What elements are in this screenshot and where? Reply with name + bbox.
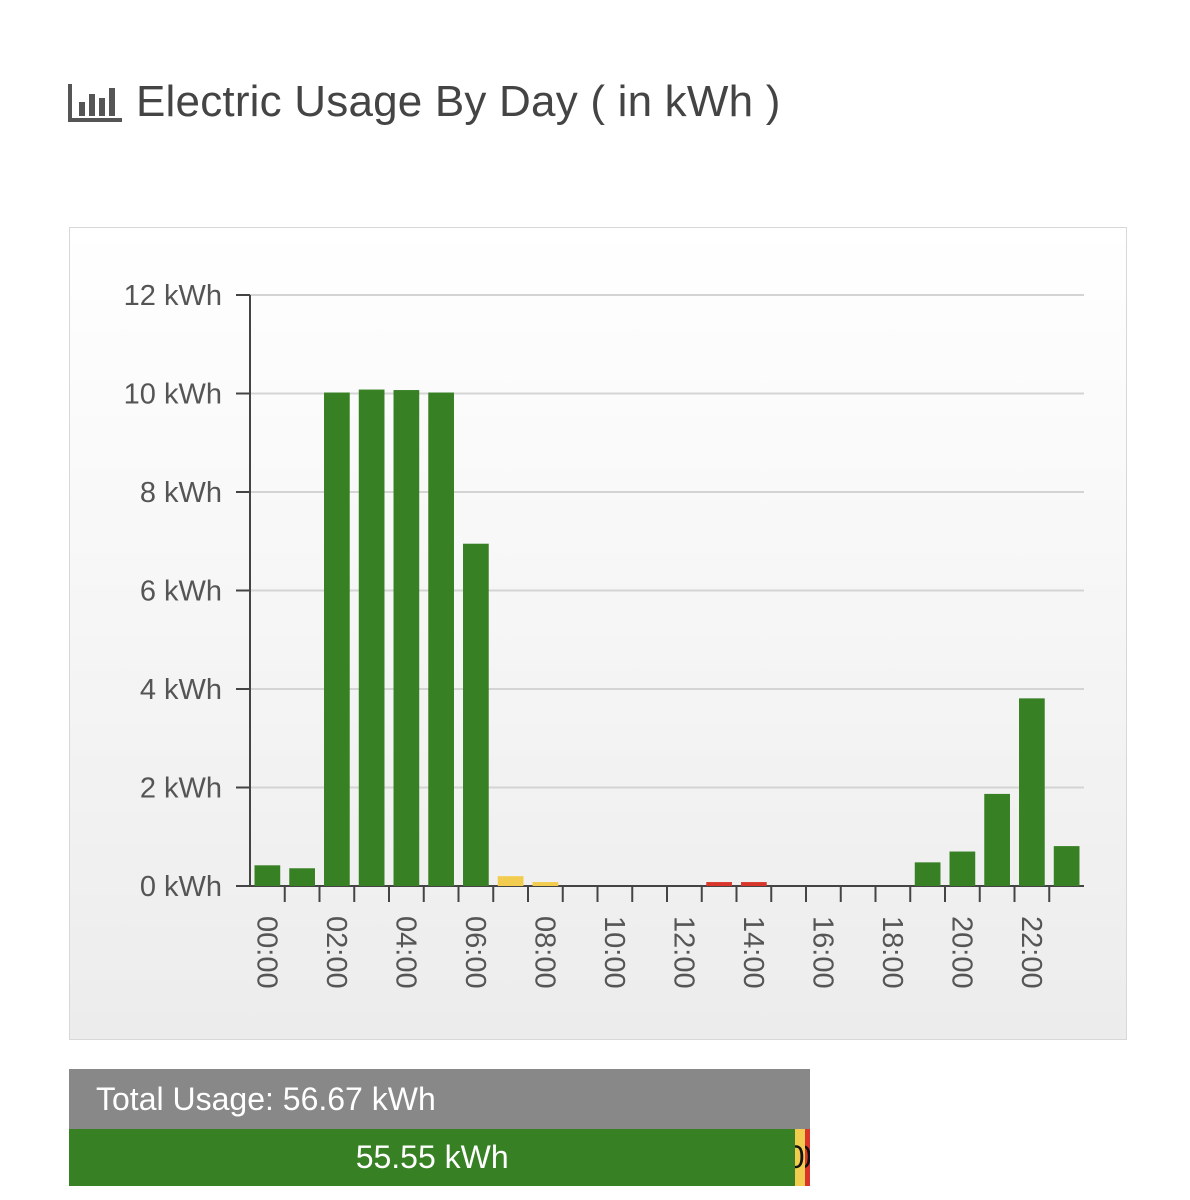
rate-segment: 55.55 kWh: [69, 1129, 795, 1186]
chart-header: Electric Usage By Day ( in kWh ): [66, 72, 781, 132]
bar-01:00: [289, 868, 315, 886]
bar-19:00: [915, 862, 941, 886]
x-tick-label: 14:00: [737, 916, 769, 989]
y-tick-label: 10 kWh: [124, 379, 222, 411]
bar-chart-icon: [66, 80, 124, 124]
y-tick-label: 0 kWh: [140, 871, 222, 903]
bar-08:00: [533, 882, 559, 886]
bar-04:00: [394, 390, 420, 886]
x-tick-label: 18:00: [876, 916, 908, 989]
bar-22:00: [1019, 698, 1045, 886]
bar-14:00: [741, 882, 767, 886]
bar-07:00: [498, 876, 524, 886]
y-tick-label: 2 kWh: [140, 773, 222, 805]
y-tick-label: 4 kWh: [140, 674, 222, 706]
bar-06:00: [463, 544, 489, 886]
bar-20:00: [950, 852, 976, 886]
x-tick-label: 04:00: [389, 916, 421, 989]
bar-00:00: [255, 865, 281, 886]
bar-05:00: [428, 393, 454, 886]
x-tick-label: 08:00: [528, 916, 560, 989]
x-tick-label: 10:00: [598, 916, 630, 989]
x-tick-label: 00:00: [250, 916, 282, 989]
page-title: Electric Usage By Day ( in kWh ): [136, 77, 781, 127]
x-tick-label: 20:00: [945, 916, 977, 989]
y-tick-label: 8 kWh: [140, 477, 222, 509]
bar-23:00: [1054, 846, 1080, 886]
y-tick-label: 12 kWh: [124, 280, 222, 312]
x-tick-label: 02:00: [320, 916, 352, 989]
rate-segment: 0.: [795, 1129, 804, 1186]
x-tick-label: 06:00: [459, 916, 491, 989]
bar-03:00: [359, 390, 385, 886]
bar-21:00: [984, 794, 1010, 886]
x-tick-label: 16:00: [806, 916, 838, 989]
total-usage-label: Total Usage: 56.67 kWh: [96, 1081, 436, 1118]
total-usage-bar: Total Usage: 56.67 kWh: [69, 1069, 810, 1129]
rate-segment: 0.: [805, 1129, 810, 1186]
usage-chart-panel: 0 kWh 2 kWh 4 kWh 6 kWh 8 kWh 10 kWh 12 kWh 00:…: [69, 227, 1127, 1040]
bar-02:00: [324, 393, 350, 886]
y-tick-label: 6 kWh: [140, 576, 222, 608]
bar-13:00: [706, 882, 732, 886]
x-tick-label: 22:00: [1015, 916, 1047, 989]
x-tick-label: 12:00: [667, 916, 699, 989]
usage-bar-chart: 0 kWh 2 kWh 4 kWh 6 kWh 8 kWh 10 kWh 12 kWh 00:…: [70, 228, 1128, 1041]
